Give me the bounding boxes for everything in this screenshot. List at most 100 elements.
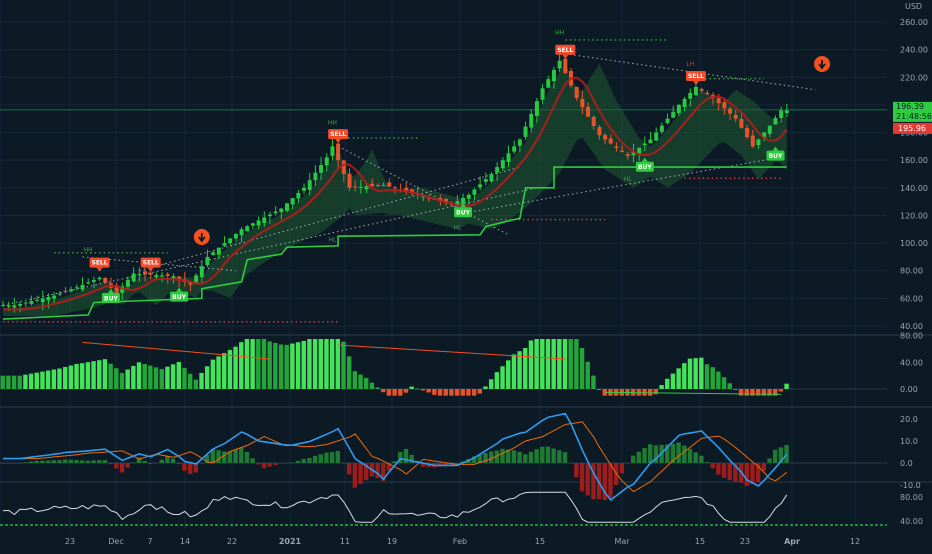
osc-bar-83	[471, 456, 477, 463]
macd-bar-138	[784, 383, 789, 389]
macd-bar-58	[329, 339, 335, 389]
osc-bar-29	[165, 456, 170, 463]
macd-bar-82	[466, 389, 471, 396]
osc-bar-10	[57, 460, 62, 463]
macd-bar-40	[227, 349, 233, 389]
macd-bar-122	[693, 358, 698, 389]
osc-bar-98	[557, 450, 562, 463]
osc-bar-69	[392, 461, 397, 463]
candle-body-119	[676, 104, 681, 114]
macd-bar-93	[528, 340, 534, 389]
candle-body-115	[654, 132, 659, 141]
macd-bar-118	[670, 373, 676, 389]
macd-bar-125	[710, 367, 715, 389]
trend-line-3	[337, 145, 509, 236]
osc-bar-118	[670, 443, 676, 463]
candle-body-104	[591, 116, 596, 126]
macd-bar-66	[375, 387, 380, 389]
macd-bar-83	[471, 389, 477, 396]
candle-body-0	[1, 305, 5, 307]
macd-bar-73	[415, 388, 420, 390]
candle-body-65	[370, 183, 375, 186]
macd-bar-68	[386, 389, 392, 396]
macd-bar-53	[301, 340, 306, 389]
macd-bar-8	[45, 370, 51, 389]
sell-badge-2	[328, 129, 349, 140]
signal-label-6: BUY	[172, 294, 186, 301]
macd-bar-129	[733, 389, 738, 390]
macd-bar-28	[159, 368, 164, 389]
buy-pointer-7	[460, 203, 467, 208]
macd-bar-15	[85, 362, 91, 389]
buy-badge-8	[635, 161, 654, 172]
osc-bar-133	[755, 463, 761, 483]
candle-body-59	[336, 143, 341, 161]
macd-bar-21	[119, 373, 125, 389]
osc-bar-30	[170, 458, 176, 463]
osc-bar-103	[585, 463, 590, 496]
osc-bar-2	[11, 463, 17, 464]
osc-bar-104	[591, 463, 596, 500]
countdown-label: 21:48:56	[896, 112, 932, 121]
structure-label-3: HL	[453, 224, 462, 231]
osc-bar-107	[608, 463, 613, 499]
osc-bar-5	[28, 461, 34, 463]
macd-bar-54	[307, 339, 312, 389]
time-tick-11: 15	[695, 537, 705, 546]
macd-bar-95	[540, 339, 545, 389]
macd-bar-45	[256, 339, 261, 389]
time-axis[interactable]: 23 Dec 7 14 22 2021 11 19 Feb 15 Mar 15 23 Apr 12	[65, 537, 860, 546]
osc-bar-51	[290, 462, 295, 464]
candle-body-34	[194, 275, 199, 283]
sell-signal-3: SELL	[555, 44, 576, 59]
macd-bar-57	[324, 339, 329, 389]
price-tick-8: 100.00	[900, 239, 928, 248]
price-axis[interactable]: USD260.00240.00220.00200.00180.00160.001…	[893, 2, 932, 526]
candle-body-45	[256, 220, 261, 226]
osc-bar-41	[233, 449, 238, 463]
macd-bar-131	[744, 389, 749, 396]
grid	[0, 0, 932, 530]
structure-label-4: HH	[555, 29, 564, 36]
signal-label-4: SELL	[688, 73, 704, 80]
buy-signal-9: BUY	[766, 146, 785, 161]
macd-bar-119	[676, 368, 681, 389]
candle-body-118	[671, 111, 676, 118]
candle-body-138	[784, 110, 789, 114]
macd-bar-30	[170, 364, 176, 389]
candle-body-15	[86, 282, 91, 284]
candle-body-88	[500, 160, 505, 169]
candle-body-129	[733, 114, 738, 119]
osc-bar-27	[153, 463, 159, 464]
osc-bar-129	[733, 463, 738, 482]
candle-body-3	[18, 303, 23, 306]
candle-body-69	[392, 187, 397, 189]
macd-bar-12	[68, 365, 74, 389]
time-tick-5: 2021	[279, 537, 302, 546]
candle-body-132	[750, 135, 755, 147]
candle-body-62	[353, 186, 358, 188]
macd-bar-18	[102, 359, 108, 389]
structure-label-6: LH	[686, 61, 694, 68]
signals: SELL SELL SELL SELL SELL BUY BUY BUY BUY BUY	[89, 44, 830, 303]
price-tick-10: 60.00	[900, 294, 923, 303]
macd-bar-11	[62, 366, 68, 389]
osc-bar-66	[375, 463, 380, 479]
candle-body-96	[546, 79, 551, 88]
structure-label-5: HL	[624, 176, 633, 183]
osc-bar-18	[102, 460, 108, 463]
macd-bar-88	[500, 366, 505, 389]
macd-bar-44	[250, 339, 255, 389]
osc-bar-46	[261, 463, 267, 469]
candle-body-54	[307, 180, 312, 190]
macd-bar-101	[574, 339, 579, 389]
price-tick-9: 80.00	[900, 267, 923, 276]
osc-bar-0	[0, 463, 5, 464]
sell-pointer-4	[692, 81, 699, 86]
macd-bar-128	[727, 383, 732, 389]
time-tick-14: 12	[850, 537, 860, 546]
candle-body-5	[29, 301, 34, 304]
osc-bar-96	[545, 446, 551, 463]
osc-bar-37	[210, 449, 216, 463]
candle-body-83	[472, 189, 477, 195]
